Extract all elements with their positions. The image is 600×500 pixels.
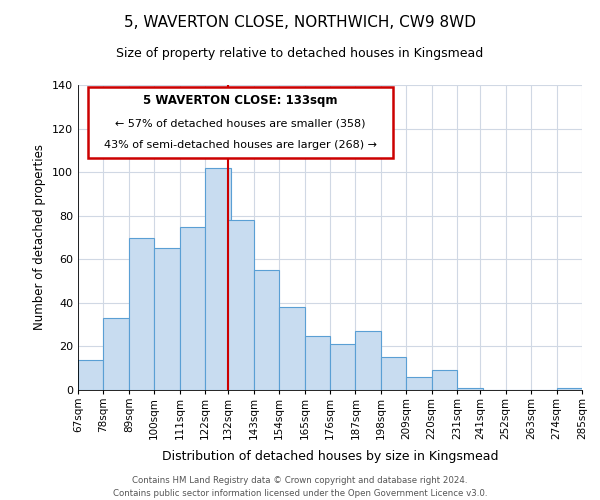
FancyBboxPatch shape [88,86,393,158]
Bar [254,270,279,390]
Bar [129,238,154,390]
Bar [381,358,406,390]
Bar [228,220,254,390]
X-axis label: Distribution of detached houses by size in Kingsmead: Distribution of detached houses by size … [162,450,498,463]
Bar [355,331,381,390]
Text: 5, WAVERTON CLOSE, NORTHWICH, CW9 8WD: 5, WAVERTON CLOSE, NORTHWICH, CW9 8WD [124,15,476,30]
Y-axis label: Number of detached properties: Number of detached properties [34,144,46,330]
Bar [406,377,432,390]
Bar [305,336,330,390]
Text: Size of property relative to detached houses in Kingsmead: Size of property relative to detached ho… [116,48,484,60]
Bar [279,307,305,390]
Bar [180,226,205,390]
Text: Contains HM Land Registry data © Crown copyright and database right 2024.
Contai: Contains HM Land Registry data © Crown c… [113,476,487,498]
Bar [330,344,355,390]
Text: ← 57% of detached houses are smaller (358): ← 57% of detached houses are smaller (35… [115,118,366,128]
Bar [205,168,230,390]
Bar [557,388,582,390]
Bar [154,248,180,390]
Text: 5 WAVERTON CLOSE: 133sqm: 5 WAVERTON CLOSE: 133sqm [143,94,338,107]
Bar [103,318,129,390]
Bar [78,360,103,390]
Text: 43% of semi-detached houses are larger (268) →: 43% of semi-detached houses are larger (… [104,140,377,150]
Bar [432,370,457,390]
Bar [457,388,482,390]
